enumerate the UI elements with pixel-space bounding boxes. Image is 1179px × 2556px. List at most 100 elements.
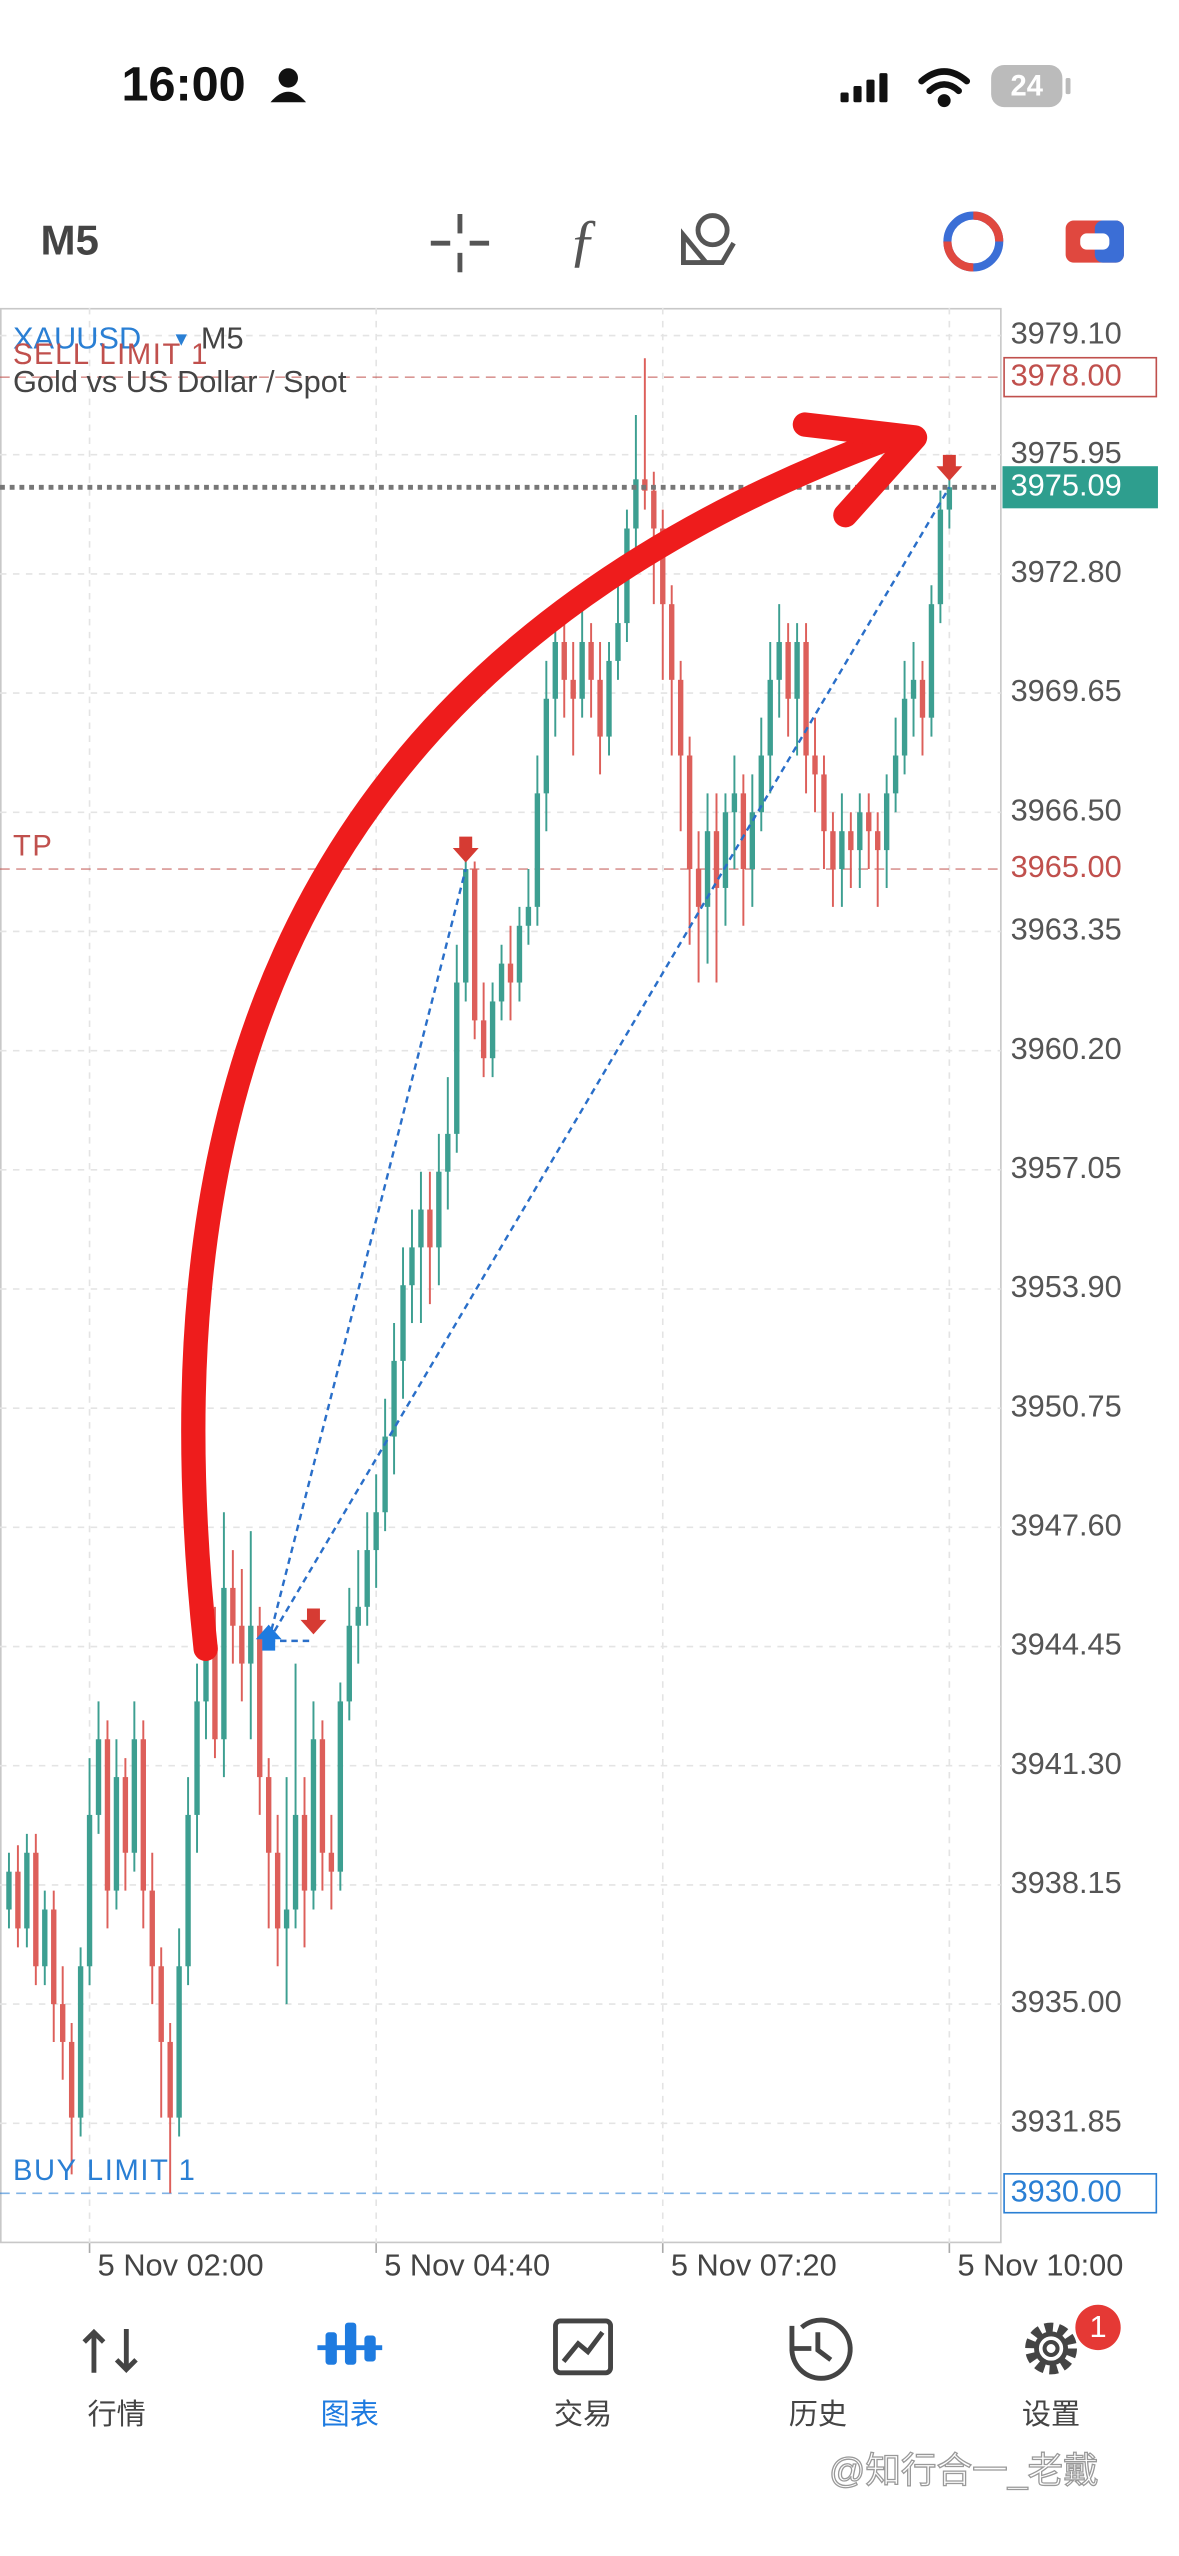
candle-body	[265, 1777, 272, 1853]
y-tick-label: 3941.30	[1011, 1746, 1122, 1781]
candle-body	[283, 1909, 290, 1929]
candle-body	[883, 793, 890, 851]
tab-icon-shape	[553, 2318, 613, 2376]
candle-body	[95, 1739, 102, 1815]
status-time: 16:00	[121, 57, 245, 111]
candle-body	[731, 793, 738, 813]
tab-icon-shape	[1034, 2331, 1069, 2366]
candle-body	[830, 831, 836, 870]
candle-body	[167, 2041, 173, 2118]
y-tick-label: 3931.85	[1011, 2103, 1122, 2138]
candle-body	[427, 1209, 433, 1248]
badge-count: 1	[1089, 2309, 1106, 2344]
y-tick-label: 3979.10	[1011, 316, 1122, 351]
candle-body	[194, 1701, 200, 1815]
order-label: BUY LIMIT 1	[13, 2155, 197, 2187]
timeframe-button[interactable]: M5	[40, 216, 98, 263]
y-tick-label: 3947.60	[1011, 1507, 1122, 1542]
symbol-description: Gold vs US Dollar / Spot	[13, 364, 347, 399]
candle-body	[946, 487, 953, 510]
candle-body	[113, 1777, 120, 1891]
candle-body	[695, 869, 702, 907]
trade-line	[267, 868, 467, 1642]
trade-button[interactable]	[1065, 220, 1124, 263]
order-price-label: 3978.00	[1011, 357, 1122, 392]
battery	[991, 64, 1063, 108]
candle-body	[919, 679, 926, 718]
candle-body	[785, 642, 791, 699]
candle-body	[346, 1625, 352, 1702]
candle-body	[33, 1852, 39, 1967]
candle-body	[489, 1001, 496, 1059]
tab-icon-shape	[789, 2325, 812, 2351]
y-tick-label: 3960.20	[1011, 1031, 1122, 1066]
candle-body	[373, 1512, 379, 1551]
candle-body	[445, 1133, 451, 1172]
candle-body	[149, 1890, 155, 1967]
symbol: XAUUSD	[13, 320, 141, 355]
candle-body	[686, 755, 693, 870]
candle-body	[248, 1625, 254, 1664]
candle-body	[767, 679, 773, 756]
x-tick-label: 5 Nov 10:00	[957, 2248, 1123, 2283]
candle-body	[875, 831, 881, 851]
candle-body	[588, 642, 594, 680]
tab[interactable]: 历史	[789, 2317, 853, 2431]
candle-body	[274, 1852, 281, 1929]
candle-body	[937, 509, 944, 605]
x-tick-label: 5 Nov 02:00	[98, 2248, 264, 2283]
indicator-button[interactable]: ƒ	[568, 208, 597, 273]
tab-icon	[82, 2328, 138, 2373]
crosshair-button[interactable]	[430, 213, 490, 273]
tab[interactable]: 行情	[82, 2328, 146, 2431]
chart-frame	[0, 307, 1002, 2244]
candle-body	[301, 1814, 308, 1891]
candle-body	[669, 604, 675, 680]
sell-marker	[300, 1608, 327, 1635]
candle-body	[803, 642, 809, 756]
candle-body	[122, 1777, 129, 1853]
candle-body	[633, 479, 639, 529]
symbol-dropdown[interactable]: ▼	[172, 328, 191, 350]
sell-marker	[452, 836, 479, 863]
candle-body	[382, 1436, 388, 1513]
candle-body	[561, 642, 567, 680]
candle-body	[821, 774, 827, 832]
candle-body	[310, 1739, 317, 1891]
candle-body	[15, 1871, 21, 1929]
account-button[interactable]	[943, 211, 1004, 272]
objects-button[interactable]	[681, 213, 736, 265]
tab[interactable]: 图表	[317, 2322, 383, 2432]
candle-body	[480, 1020, 487, 1059]
tab[interactable]: 设置	[1022, 2322, 1080, 2431]
candle-body	[525, 906, 532, 926]
tab-icon-shape	[344, 2322, 357, 2365]
y-tick-label: 3938.15	[1011, 1865, 1122, 1900]
candle-body	[606, 660, 612, 737]
candle-body	[597, 679, 603, 737]
tab[interactable]: 交易	[553, 2318, 613, 2431]
badge	[1075, 2304, 1121, 2351]
candle-body	[60, 2004, 66, 2042]
candle-body	[68, 2041, 75, 2118]
candle-body	[910, 679, 917, 699]
chart-timeframe: M5	[201, 320, 244, 355]
x-tick-label: 5 Nov 04:40	[384, 2248, 550, 2283]
candle-body	[77, 1966, 84, 2118]
y-tick-label: 3953.90	[1011, 1269, 1122, 1304]
candle-body	[651, 490, 657, 529]
candle-body	[6, 1871, 12, 1910]
candle-body	[292, 1814, 299, 1910]
candle-body	[24, 1852, 30, 1929]
candle-body	[409, 1247, 415, 1286]
candle-body	[400, 1285, 406, 1361]
candle-body	[436, 1171, 442, 1248]
candle-body	[212, 1644, 218, 1740]
tab-icon-shape	[789, 2317, 853, 2381]
candle-body	[543, 698, 550, 794]
tab-icon-shape	[317, 2345, 383, 2351]
tab-label: 交易	[554, 2398, 612, 2431]
order-label: TP	[13, 831, 53, 863]
candle-body	[328, 1852, 335, 1872]
tab-icon	[1025, 2322, 1077, 2375]
